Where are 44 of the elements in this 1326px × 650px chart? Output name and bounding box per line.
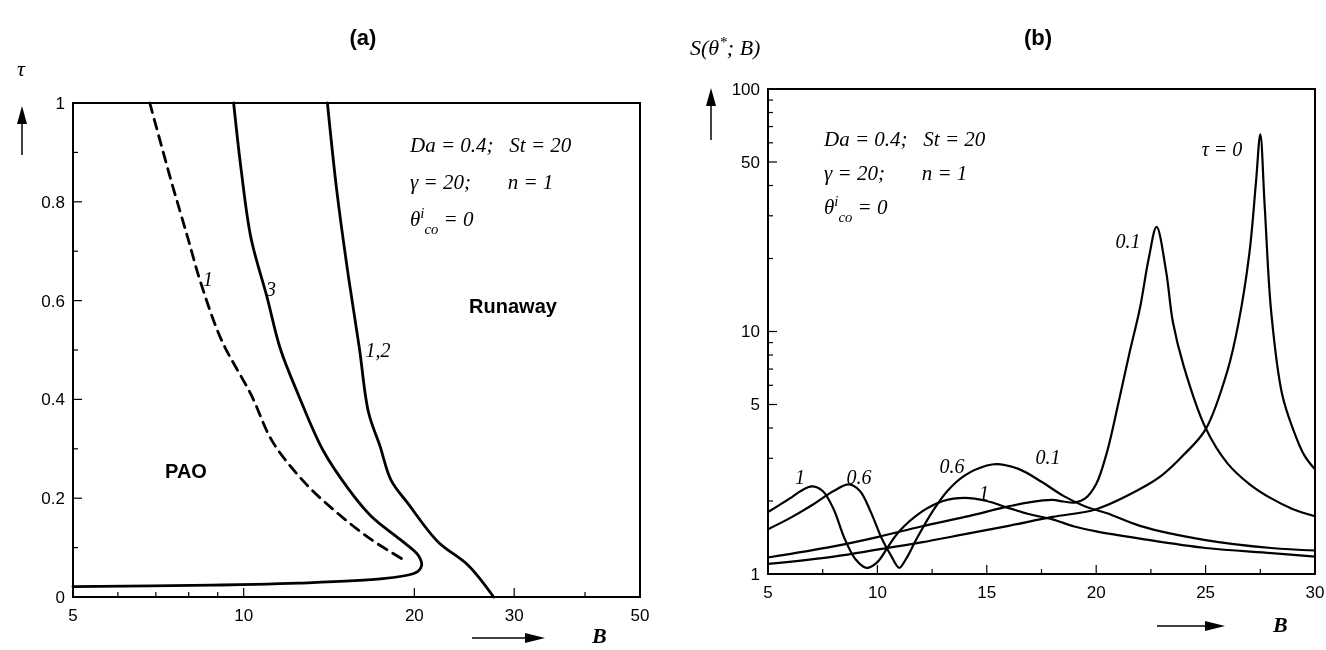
x-tick-label: 5 [763, 583, 773, 602]
annotation: Runaway [469, 295, 558, 317]
annotation: Da = 0.4; St = 20 [823, 127, 986, 151]
series-label: τ = 0 [1201, 138, 1243, 160]
x-tick-label: 30 [504, 606, 524, 625]
x-tick-label: 10 [867, 583, 887, 602]
x-tick-label: 50 [630, 606, 650, 625]
x-axis-title: B [591, 623, 607, 648]
x-axis-title: B [1272, 612, 1288, 637]
x-tick-label: 25 [1196, 583, 1216, 602]
y-tick-label: 1 [750, 564, 760, 584]
chart-title: (b) [1023, 25, 1053, 50]
annotation: γ = 20; n = 1 [410, 170, 554, 194]
series-label: 0.1 [1115, 230, 1141, 252]
series-label: 1 [795, 466, 805, 488]
annotation: γ = 20; n = 1 [824, 161, 968, 185]
x-tick-label: 20 [1086, 583, 1106, 602]
x-tick-label: 15 [977, 583, 997, 602]
annotation: θ$^{i}$$_{co}$ = 0 [410, 205, 474, 237]
y-axis-title: τ [17, 56, 26, 81]
y-axis-title: S(θ$^{*}$; B) [690, 32, 761, 60]
y-tick-label: 0 [55, 587, 65, 607]
x-tick-label: 5 [68, 606, 78, 625]
x-tick-label: 30 [1305, 583, 1325, 602]
y-tick-label: 0.4 [41, 390, 65, 410]
y-tick-label: 1 [55, 93, 65, 113]
annotation: PAO [165, 460, 207, 482]
y-tick-label: 10 [741, 322, 760, 342]
chart-title: (a) [349, 25, 377, 50]
annotation: θ$^{i}$$_{co}$ = 0 [824, 193, 888, 225]
x-tick-label: 10 [234, 606, 254, 625]
series-label: 0.6 [939, 455, 965, 477]
y-tick-label: 50 [741, 152, 760, 172]
series-label: 1,2 [365, 339, 391, 361]
annotation: Da = 0.4; St = 20 [409, 133, 572, 157]
y-tick-label: 0.8 [41, 192, 65, 212]
text: 0.1 [1035, 446, 1061, 468]
y-tick-label: 100 [731, 79, 760, 99]
y-tick-label: 5 [750, 395, 760, 415]
x-tick-label: 20 [404, 606, 424, 625]
text: 0.6 [846, 466, 872, 488]
series-label: 1 [203, 268, 213, 290]
y-tick-label: 0.2 [41, 489, 65, 509]
y-tick-label: 0.6 [41, 291, 65, 311]
